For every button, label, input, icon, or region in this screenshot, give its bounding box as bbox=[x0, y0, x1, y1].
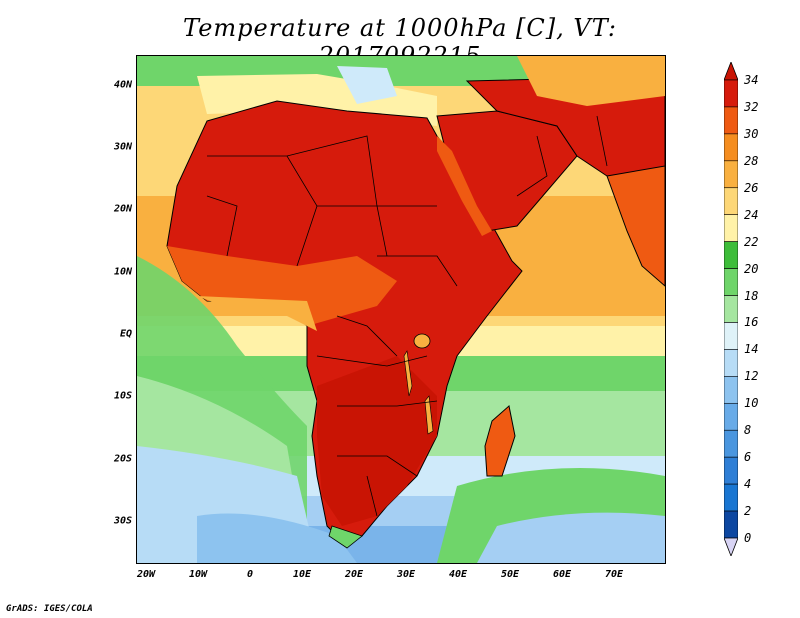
indian-south-cold bbox=[477, 512, 665, 563]
colorbar-segment bbox=[724, 322, 738, 350]
credit-label: GrADS: IGES/COLA bbox=[6, 604, 93, 614]
colorbar-label: 34 bbox=[744, 73, 759, 87]
lon-label: 20E bbox=[344, 569, 364, 580]
country-borders bbox=[206, 115, 608, 517]
colorbar-segment bbox=[724, 376, 738, 404]
lat-label: 30S bbox=[113, 515, 132, 527]
colorbar-segment bbox=[724, 79, 738, 108]
colorbar-label: 0 bbox=[744, 531, 752, 545]
south-africa-red bbox=[317, 356, 437, 526]
colorbar-label: 20 bbox=[744, 261, 759, 276]
colorbar-label: 8 bbox=[744, 423, 752, 438]
colorbar-segment bbox=[724, 402, 738, 431]
colorbar-label: 4 bbox=[744, 477, 752, 492]
lon-label: 70E bbox=[604, 569, 624, 580]
colorbar-label: 28 bbox=[744, 153, 759, 168]
sahel-belt bbox=[167, 246, 397, 326]
lon-label: 40E bbox=[448, 569, 468, 580]
lake-malawi bbox=[424, 395, 434, 435]
colorbar-label: 10 bbox=[744, 396, 759, 411]
colorbar-label: 30 bbox=[744, 126, 759, 141]
colorbar-segment bbox=[724, 268, 738, 296]
colorbar-segment bbox=[724, 456, 738, 485]
colorbar-segment bbox=[724, 429, 738, 458]
lon-label: 10E bbox=[292, 569, 312, 580]
colorbar-label: 18 bbox=[744, 288, 759, 303]
colorbar-top-arrow bbox=[724, 62, 738, 81]
lat-label: 30N bbox=[113, 141, 132, 153]
india-land bbox=[606, 165, 665, 287]
colorbar-segment bbox=[724, 214, 738, 242]
lon-label: 20W bbox=[136, 569, 156, 580]
colorbar-label: 26 bbox=[744, 180, 759, 195]
lake-tanganyika bbox=[403, 350, 413, 397]
asia-north-cool bbox=[517, 56, 665, 106]
lon-label: 0 bbox=[246, 569, 254, 580]
colorbar-segment bbox=[724, 295, 738, 323]
lon-label: 30E bbox=[396, 569, 416, 580]
colorbar-segment bbox=[724, 349, 738, 377]
colorbar-segment bbox=[724, 483, 738, 512]
colorbar-label: 14 bbox=[744, 342, 759, 357]
cape-cool bbox=[328, 525, 363, 549]
colorbar-label: 32 bbox=[744, 99, 759, 114]
lat-label: 10N bbox=[113, 266, 132, 278]
colorbar-label: 22 bbox=[744, 234, 759, 249]
lat-label: 20N bbox=[113, 203, 132, 215]
colorbar-label: 6 bbox=[744, 450, 752, 465]
colorbar-bottom-arrow bbox=[724, 537, 738, 556]
colorbar-label: 16 bbox=[744, 315, 759, 330]
colorbar-label: 12 bbox=[744, 369, 759, 384]
colorbar-segment bbox=[724, 106, 738, 135]
colorbar-segment bbox=[724, 241, 738, 269]
lat-label: 40N bbox=[113, 79, 132, 91]
colorbar-segment bbox=[724, 160, 738, 189]
colorbar bbox=[724, 62, 738, 556]
colorbar-label: 24 bbox=[744, 207, 759, 222]
lon-label: 10W bbox=[188, 569, 208, 580]
atlantic-colder bbox=[197, 513, 357, 563]
madagascar bbox=[484, 405, 516, 477]
temperature-map bbox=[136, 55, 666, 564]
colorbar-segment bbox=[724, 187, 738, 216]
lat-label: EQ bbox=[119, 328, 132, 340]
colorbar-segment bbox=[724, 510, 738, 539]
guinea-coast bbox=[197, 296, 317, 331]
lat-label: 10S bbox=[113, 390, 132, 402]
colorbar-label: 2 bbox=[744, 504, 752, 519]
red-sea bbox=[437, 136, 492, 236]
lake-victoria bbox=[413, 333, 431, 349]
aegean bbox=[337, 66, 397, 104]
lat-label: 20S bbox=[113, 453, 132, 465]
lon-label: 50E bbox=[500, 569, 520, 580]
colorbar-segment bbox=[724, 133, 738, 162]
lon-label: 60E bbox=[552, 569, 572, 580]
